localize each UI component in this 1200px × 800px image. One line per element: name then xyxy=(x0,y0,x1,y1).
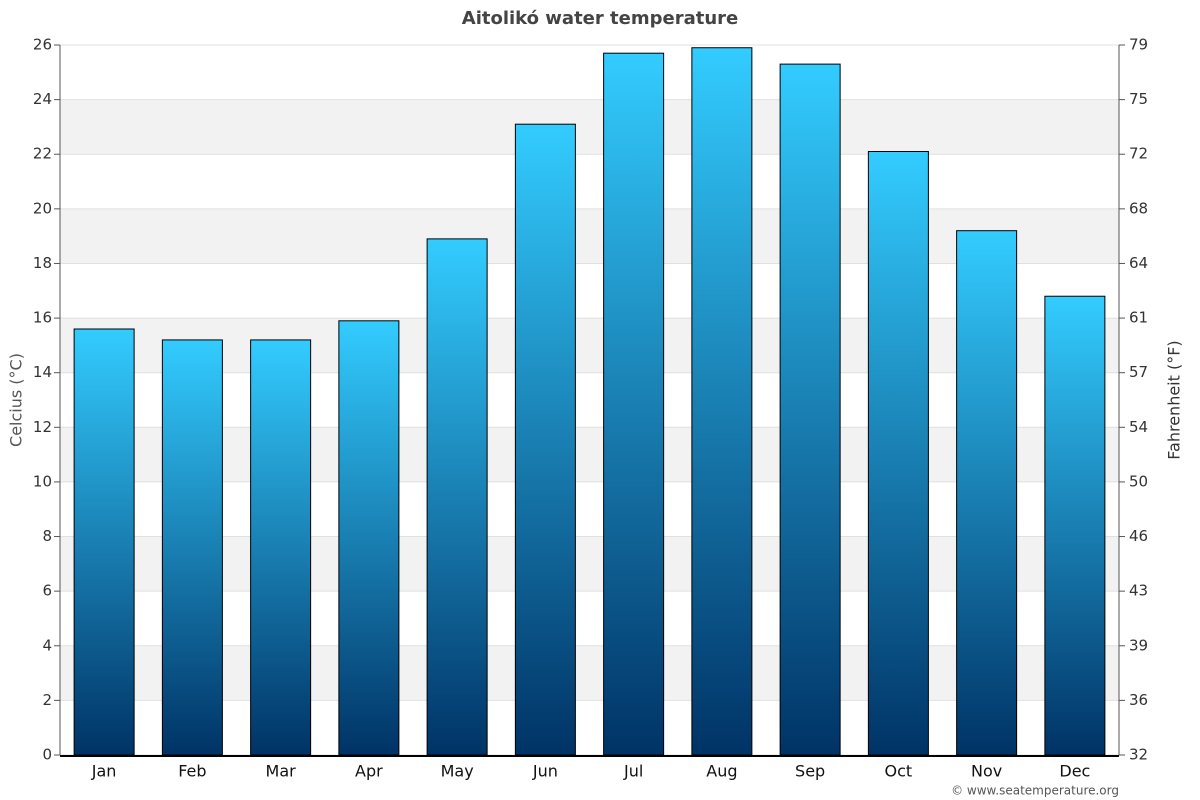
y-tick-label: 12 xyxy=(33,418,52,436)
y2-tick-label: 79 xyxy=(1129,36,1148,54)
bar xyxy=(691,47,753,756)
y2-axis-label: Fahrenheit (°F) xyxy=(1165,340,1184,459)
grid-band xyxy=(60,645,1119,701)
y-tick-label: 20 xyxy=(33,199,52,217)
grid-band xyxy=(60,427,1119,482)
bar xyxy=(779,63,841,756)
y2-tick-label: 57 xyxy=(1129,363,1148,381)
grid-band xyxy=(60,99,1119,155)
y-tick-label: 8 xyxy=(42,527,52,545)
x-tick-label: Oct xyxy=(885,762,913,781)
y2-tick-label: 50 xyxy=(1129,472,1148,490)
chart-title: Aitolikó water temperature xyxy=(462,8,738,29)
y-tick-label: 16 xyxy=(33,309,52,327)
x-tick-label: Apr xyxy=(355,762,383,781)
y-tick-label: 22 xyxy=(33,145,52,163)
bar xyxy=(426,238,488,756)
grid-band xyxy=(60,318,1119,373)
y2-tick-label: 75 xyxy=(1129,90,1148,108)
y-tick-label: 14 xyxy=(33,363,52,381)
x-tick-label: Dec xyxy=(1059,762,1090,781)
x-tick-label: Mar xyxy=(266,762,297,781)
y2-tick-label: 43 xyxy=(1129,582,1148,600)
y2-tick-label: 39 xyxy=(1129,636,1148,654)
x-tick-label: Nov xyxy=(971,762,1002,781)
y-tick-label: 4 xyxy=(42,636,52,654)
x-tick-label: Feb xyxy=(178,762,206,781)
bar xyxy=(956,230,1018,756)
y2-tick-label: 46 xyxy=(1129,527,1148,545)
y2-tick-label: 64 xyxy=(1129,254,1148,272)
credit: © www.seatemperature.org xyxy=(951,784,1119,798)
x-tick-label: May xyxy=(441,762,474,781)
y-tick-label: 18 xyxy=(33,254,52,272)
bands xyxy=(60,44,1119,756)
y2-tick-label: 36 xyxy=(1129,691,1148,709)
x-tick-label: Aug xyxy=(706,762,737,781)
grid-band xyxy=(60,208,1119,264)
bar xyxy=(161,339,223,756)
grid-band xyxy=(60,536,1119,592)
bar xyxy=(867,151,929,756)
bar xyxy=(1044,295,1106,756)
y-tick-label: 0 xyxy=(42,746,52,764)
y2-tick-label: 32 xyxy=(1129,746,1148,764)
y-axis-label: Celcius (°C) xyxy=(7,353,26,447)
x-tick-label: Jul xyxy=(623,762,643,781)
y2-tick-label: 72 xyxy=(1129,145,1148,163)
x-tick-label: Jan xyxy=(91,762,117,781)
y-tick-label: 2 xyxy=(42,691,52,709)
y-tick-label: 24 xyxy=(33,90,52,108)
bar xyxy=(73,328,135,756)
bar xyxy=(250,339,312,756)
y2-tick-label: 54 xyxy=(1129,418,1148,436)
y-tick-label: 26 xyxy=(33,36,52,54)
y-tick-label: 10 xyxy=(33,472,52,490)
x-tick-label: Jun xyxy=(532,762,558,781)
y-tick-label: 6 xyxy=(42,582,52,600)
x-tick-label: Sep xyxy=(795,762,825,781)
y2-tick-label: 68 xyxy=(1129,199,1148,217)
y2-tick-label: 61 xyxy=(1129,309,1148,327)
bar xyxy=(603,52,665,756)
bar xyxy=(338,320,400,756)
bar xyxy=(514,123,576,756)
